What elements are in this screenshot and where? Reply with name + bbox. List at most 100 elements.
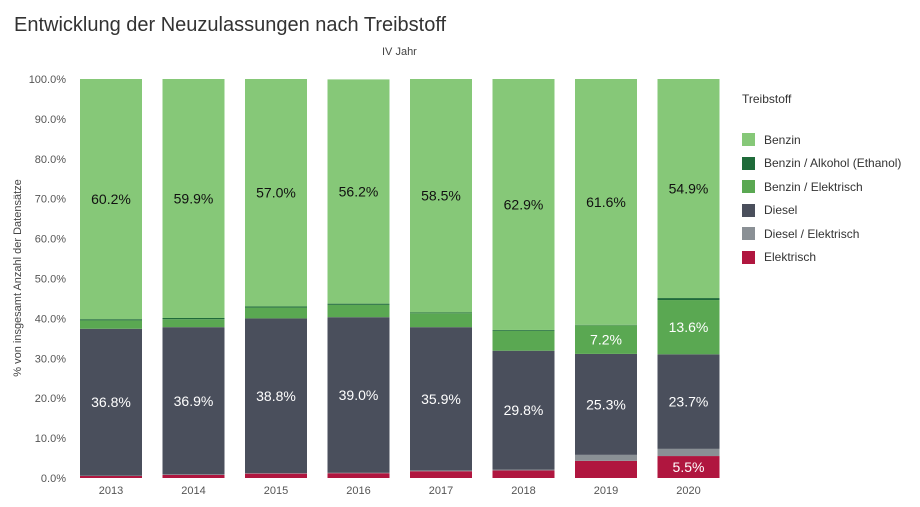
- legend-swatch: [742, 180, 755, 194]
- bar-segment-elektrisch-2019: [575, 460, 637, 478]
- bar-segment-elektrisch-2020: [657, 456, 720, 478]
- legend-swatch: [742, 156, 755, 170]
- x-tick-label: 2016: [346, 485, 370, 497]
- bar-segment-diesel-2015: [245, 318, 307, 474]
- bar-segment-benzin-elektrisch-2016: [327, 304, 390, 318]
- legend-title: Treibstoff: [742, 92, 792, 106]
- legend-label: Benzin / Elektrisch: [764, 179, 863, 194]
- bar-segment-diesel-2020: [657, 354, 720, 449]
- legend-label: Benzin / Alkohol (Ethanol): [764, 156, 902, 171]
- legend-item: Diesel: [742, 199, 901, 223]
- y-tick-label: 90.0%: [35, 114, 66, 126]
- bar-segment-elektrisch-2014: [162, 474, 225, 478]
- legend-item: Elektrisch: [742, 246, 901, 270]
- x-tick-label: 2017: [429, 485, 453, 497]
- legend-item: Diesel / Elektrisch: [742, 222, 901, 246]
- y-tick-label: 70.0%: [35, 194, 66, 206]
- bar-segment-benzin-alkohol-ethanol-2018: [492, 329, 555, 331]
- bar-segment-benzin-elektrisch-2015: [245, 307, 307, 319]
- legend-item: Benzin: [742, 128, 901, 152]
- data-label: 36.9%: [174, 393, 214, 409]
- bar-segment-elektrisch-2015: [245, 473, 307, 478]
- data-label: 61.6%: [586, 194, 626, 210]
- data-label: 5.5%: [673, 459, 705, 475]
- data-label: 36.8%: [91, 394, 131, 410]
- x-tick-label: 2013: [99, 485, 123, 497]
- bar-segment-benzin-elektrisch-2017: [410, 313, 472, 328]
- bar-segment-benzin-elektrisch-2014: [162, 319, 225, 328]
- legend-label: Elektrisch: [764, 250, 817, 265]
- bar-segment-diesel-2017: [410, 327, 472, 471]
- data-label: 23.7%: [669, 394, 709, 410]
- data-label: 58.5%: [421, 188, 461, 204]
- bar-segment-diesel-elektrisch-2018: [492, 469, 555, 471]
- x-tick-label: 2019: [594, 485, 618, 497]
- data-label: 29.8%: [504, 402, 544, 418]
- bar-segment-diesel-2013: [80, 328, 142, 476]
- y-tick-label: 60.0%: [35, 234, 66, 246]
- bar-segment-diesel-2014: [162, 327, 225, 475]
- legend-swatch: [742, 133, 755, 147]
- data-label: 35.9%: [421, 391, 461, 407]
- bar-segment-diesel-elektrisch-2020: [657, 448, 720, 457]
- bar-segment-benzin-alkohol-ethanol-2020: [657, 298, 720, 301]
- bar-segment-elektrisch-2018: [492, 470, 555, 478]
- data-label: 54.9%: [669, 181, 709, 197]
- bar-segment-benzin-alkohol-ethanol-2017: [410, 312, 472, 314]
- bar-segment-benzin-elektrisch-2018: [492, 330, 555, 351]
- data-label: 7.2%: [590, 332, 622, 348]
- y-tick-label: 10.0%: [35, 433, 66, 445]
- data-label: 38.8%: [256, 388, 296, 404]
- x-tick-label: 2014: [181, 485, 205, 497]
- x-tick-label: 2018: [511, 485, 535, 497]
- y-axis-label: % von insgesamt Anzahl der Datensätze: [12, 179, 24, 377]
- bar-segment-benzin-elektrisch-2013: [80, 320, 142, 329]
- data-label: 56.2%: [339, 184, 379, 200]
- data-label: 25.3%: [586, 396, 626, 412]
- bar-segment-benzin-2016: [327, 79, 390, 304]
- data-label: 62.9%: [504, 196, 544, 212]
- bar-segment-benzin-alkohol-ethanol-2013: [80, 319, 142, 321]
- chart-subtitle: IV Jahr: [382, 46, 417, 58]
- bar-segment-elektrisch-2017: [410, 471, 472, 478]
- data-label: 57.0%: [256, 185, 296, 201]
- bar-segment-benzin-alkohol-ethanol-2016: [327, 303, 390, 305]
- legend: Treibstoff Benzin Benzin / Alkohol (Ethan…: [742, 92, 901, 269]
- bar-segment-diesel-elektrisch-2017: [410, 470, 472, 472]
- legend-swatch: [742, 227, 755, 241]
- bar-segment-benzin-2018: [492, 79, 555, 330]
- legend-items: Benzin Benzin / Alkohol (Ethanol) Benzin /…: [742, 128, 901, 269]
- legend-label: Diesel / Elektrisch: [764, 226, 860, 241]
- bar-segment-benzin-2015: [245, 79, 307, 307]
- y-tick-label: 0.0%: [41, 473, 66, 485]
- x-tick-label: 2015: [264, 485, 288, 497]
- bar-segment-diesel-2016: [327, 317, 390, 473]
- bar-segment-benzin-2017: [410, 79, 472, 313]
- x-tick-label: 2020: [676, 485, 700, 497]
- legend-label: Diesel: [764, 203, 798, 218]
- bar-segment-benzin-2014: [162, 79, 225, 319]
- bar-segment-elektrisch-2013: [80, 476, 142, 478]
- bar-segment-elektrisch-2016: [327, 473, 390, 478]
- data-label: 13.6%: [669, 319, 709, 335]
- bar-segment-benzin-elektrisch-2020: [657, 300, 720, 355]
- bar-segment-benzin-alkohol-ethanol-2015: [245, 306, 307, 308]
- bar-segment-diesel-elektrisch-2019: [575, 454, 637, 461]
- bar-segment-benzin-alkohol-ethanol-2014: [162, 318, 225, 320]
- legend-item: Benzin / Elektrisch: [742, 175, 901, 199]
- data-label: 60.2%: [91, 191, 131, 207]
- bar-segment-benzin-2013: [80, 79, 142, 320]
- legend-label: Benzin: [764, 132, 801, 147]
- data-label: 59.9%: [174, 191, 214, 207]
- chart-title: Entwicklung der Neuzulassungen nach Trei…: [14, 14, 447, 36]
- bar-segment-benzin-2020: [657, 79, 720, 299]
- bar-segment-diesel-2018: [492, 350, 555, 470]
- bar-segment-diesel-2019: [575, 353, 637, 455]
- y-tick-label: 100.0%: [29, 74, 67, 86]
- legend-swatch: [742, 203, 755, 217]
- data-label: 39.0%: [339, 387, 379, 403]
- legend-item: Benzin / Alkohol (Ethanol): [742, 152, 901, 176]
- y-tick-label: 30.0%: [35, 353, 66, 365]
- y-tick-label: 20.0%: [35, 393, 66, 405]
